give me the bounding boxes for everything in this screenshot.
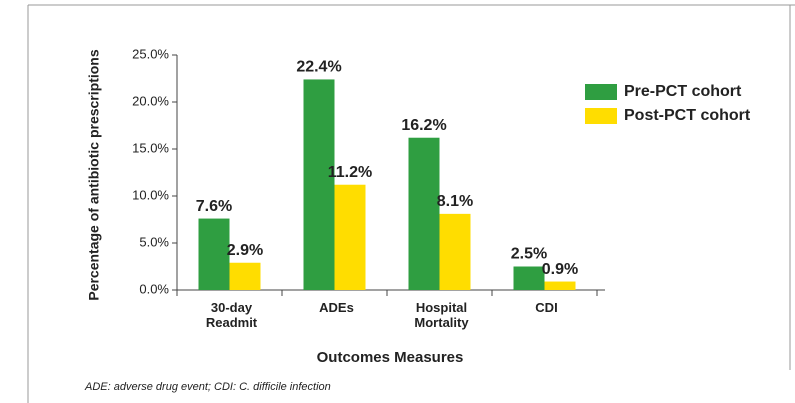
y-tick-label: 5.0%: [139, 234, 169, 249]
x-tick-label: CDI: [535, 300, 558, 315]
y-tick-label: 20.0%: [132, 93, 169, 108]
bar: [303, 79, 335, 290]
bar: [408, 137, 440, 290]
bar: [439, 213, 471, 290]
legend-label: Post-PCT cohort: [624, 107, 751, 124]
bar: [513, 266, 545, 290]
value-label: 0.9%: [542, 261, 578, 278]
bar: [334, 184, 366, 290]
value-label: 16.2%: [401, 117, 446, 134]
y-tick-label: 10.0%: [132, 187, 169, 202]
x-tick-label: 30-day Readmit: [205, 300, 258, 330]
y-axis-title: Percentage of antibiotic prescriptions: [86, 49, 102, 300]
x-axis-title: Outcomes Measures: [317, 349, 464, 366]
bar: [544, 281, 576, 290]
legend-swatch: [585, 108, 617, 124]
value-label: 2.9%: [227, 242, 263, 259]
value-label: 11.2%: [328, 164, 372, 181]
bar: [198, 218, 230, 290]
value-label: 8.1%: [437, 193, 473, 210]
value-label: 7.6%: [196, 198, 232, 215]
legend-swatch: [585, 84, 617, 100]
value-label: 22.4%: [296, 59, 341, 76]
legend-label: Pre-PCT cohort: [624, 83, 742, 100]
footnote: ADE: adverse drug event; CDI: C. diffici…: [84, 381, 331, 393]
value-label: 2.5%: [511, 246, 547, 263]
y-tick-label: 25.0%: [132, 46, 169, 61]
x-tick-label: ADEs: [319, 300, 354, 315]
x-tick-label: Hospital Mortality: [414, 300, 469, 330]
y-tick-label: 15.0%: [132, 140, 169, 155]
bar: [229, 262, 261, 290]
y-tick-label: 0.0%: [139, 281, 169, 296]
